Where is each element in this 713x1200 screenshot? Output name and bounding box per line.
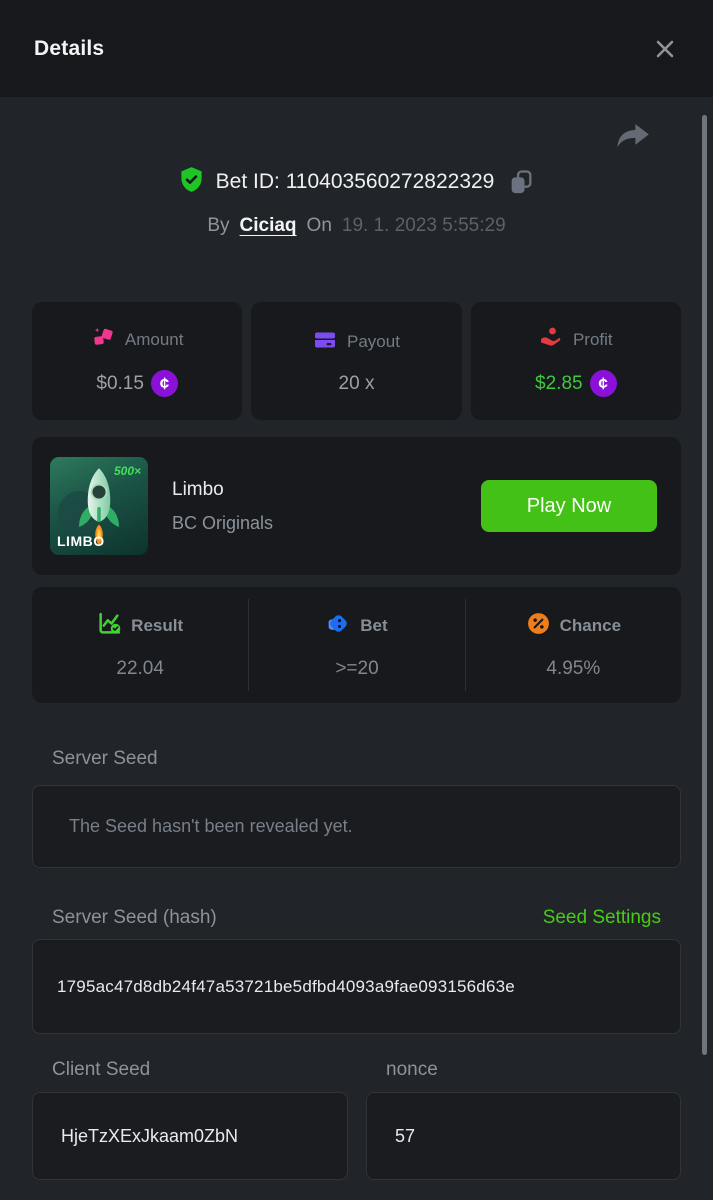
server-seed-label: Server Seed xyxy=(52,748,158,769)
modal-body: Bet ID: 110403560272822329 By Ciciaq On … xyxy=(0,117,713,1180)
client-seed-input[interactable]: HjeTzXExJkaam0ZbN xyxy=(32,1092,348,1180)
payout-label: Payout xyxy=(347,332,400,351)
nonce-input[interactable]: 57 xyxy=(366,1092,681,1180)
stats-row: Amount $0.15 ¢ Payout 20 x xyxy=(32,302,681,420)
bet-label: Bet xyxy=(360,615,388,635)
payout-value: 20 x xyxy=(338,372,375,394)
game-provider: BC Originals xyxy=(172,512,274,533)
share-icon[interactable] xyxy=(613,117,653,155)
copy-icon[interactable] xyxy=(507,168,535,196)
result-label: Result xyxy=(131,615,184,635)
client-seed-label: Client Seed xyxy=(52,1059,151,1080)
coin-icon: ¢ xyxy=(589,370,617,397)
username-link[interactable]: Ciciaq xyxy=(239,215,297,236)
verified-shield-icon xyxy=(178,166,205,198)
server-seed-label-row: Server Seed xyxy=(32,746,681,772)
seed-settings-link[interactable]: Seed Settings xyxy=(542,907,661,928)
modal-header: Details xyxy=(0,0,713,97)
credit-card-icon xyxy=(313,328,337,357)
percent-icon xyxy=(526,611,551,641)
page-title: Details xyxy=(34,36,105,60)
gems-icon xyxy=(91,325,115,354)
bet-id-row: Bet ID: 110403560272822329 xyxy=(32,165,681,199)
scrollbar-thumb[interactable] xyxy=(702,115,707,1055)
server-seed-box[interactable]: The Seed hasn't been revealed yet. xyxy=(32,785,681,868)
bet-id-text: Bet ID: 110403560272822329 xyxy=(215,170,495,193)
on-label: On xyxy=(306,215,332,236)
profit-label: Profit xyxy=(572,329,613,349)
coin-icon: ¢ xyxy=(150,370,178,397)
by-label: By xyxy=(207,215,230,236)
outcome-card: Result 22.04 Bet >=20 Chance xyxy=(32,587,681,703)
payout-card: Payout 20 x xyxy=(251,302,462,420)
server-seed-message: The Seed hasn't been revealed yet. xyxy=(69,816,353,836)
result-col: Result 22.04 xyxy=(32,599,248,691)
close-icon[interactable] xyxy=(651,35,679,63)
bet-meta-row: By Ciciaq On 19. 1. 2023 5:55:29 xyxy=(32,213,681,239)
rocket-icon xyxy=(74,465,124,554)
thumbnail-title: LIMBO xyxy=(57,533,105,549)
game-info: Limbo BC Originals xyxy=(172,479,457,534)
bet-value: >=20 xyxy=(335,657,379,679)
client-seed-boxes: HjeTzXExJkaam0ZbN 57 xyxy=(32,1092,681,1180)
play-now-button[interactable]: Play Now xyxy=(481,480,657,532)
chance-col: Chance 4.95% xyxy=(464,599,681,691)
dice-icon xyxy=(326,611,351,641)
client-seed-value: HjeTzXExJkaam0ZbN xyxy=(61,1125,239,1146)
limbo-game-thumbnail[interactable]: 500× LIMBO xyxy=(50,457,148,555)
chart-check-icon xyxy=(97,611,122,641)
thumbnail-multiplier: 500× xyxy=(113,464,141,478)
profit-card: Profit $2.85 ¢ xyxy=(470,302,681,420)
game-name: Limbo xyxy=(172,478,224,500)
game-card: 500× LIMBO Limbo BC Originals Play Now xyxy=(32,437,681,575)
result-value: 22.04 xyxy=(116,657,164,679)
bet-id-value: 110403560272822329 xyxy=(285,170,495,193)
bet-col: Bet >=20 xyxy=(248,599,464,691)
bet-datetime: 19. 1. 2023 5:55:29 xyxy=(341,215,506,236)
server-seed-hash-label-row: Server Seed (hash) Seed Settings xyxy=(32,905,681,931)
server-seed-hash-label: Server Seed (hash) xyxy=(52,907,217,928)
client-seed-label-row: Client Seed nonce xyxy=(32,1057,681,1083)
server-seed-hash-value: 1795ac47d8db24f47a53721be5dfbd4093a9fae0… xyxy=(57,976,515,996)
server-seed-hash-box[interactable]: 1795ac47d8db24f47a53721be5dfbd4093a9fae0… xyxy=(32,939,681,1034)
chance-value: 4.95% xyxy=(546,657,601,679)
amount-card: Amount $0.15 ¢ xyxy=(32,302,243,420)
chance-label: Chance xyxy=(559,615,622,635)
profit-value: $2.85 ¢ xyxy=(535,370,617,397)
hand-person-icon xyxy=(539,325,563,354)
share-row xyxy=(32,117,681,155)
nonce-value: 57 xyxy=(395,1125,416,1146)
nonce-label: nonce xyxy=(386,1059,438,1080)
amount-label: Amount xyxy=(124,329,184,349)
amount-value: $0.15 ¢ xyxy=(96,370,178,397)
